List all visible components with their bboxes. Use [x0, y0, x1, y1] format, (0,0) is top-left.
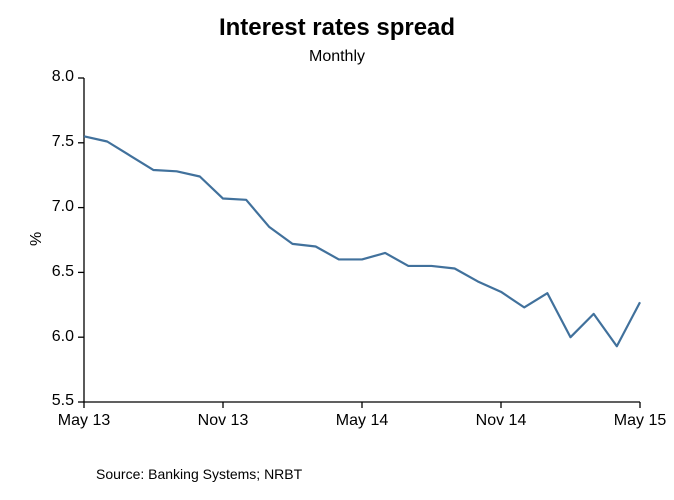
y-tick-label: 6.5 — [34, 263, 74, 281]
x-tick-label: May 15 — [600, 412, 674, 430]
x-tick-label: May 13 — [44, 412, 124, 430]
y-tick-label: 7.5 — [34, 133, 74, 151]
y-tick-label: 6.0 — [34, 328, 74, 346]
x-tick-label: Nov 14 — [461, 412, 541, 430]
y-tick-label: 8.0 — [34, 68, 74, 86]
chart-stage: { "chart": { "type": "line", "title": "I… — [0, 0, 674, 500]
y-tick-label: 5.5 — [34, 392, 74, 410]
y-tick-label: 7.0 — [34, 198, 74, 216]
data-line — [84, 136, 640, 346]
x-tick-label: Nov 13 — [183, 412, 263, 430]
x-tick-label: May 14 — [322, 412, 402, 430]
